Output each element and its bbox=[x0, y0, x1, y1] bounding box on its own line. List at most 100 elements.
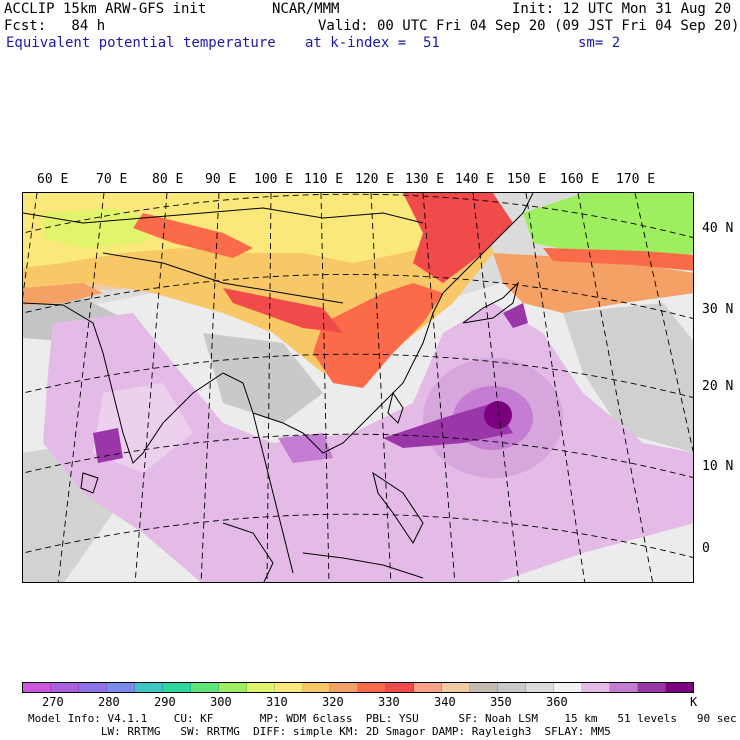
color-swatch bbox=[358, 683, 387, 692]
coastline bbox=[222, 522, 274, 582]
border bbox=[23, 207, 424, 224]
color-swatch bbox=[582, 683, 611, 692]
lon-line bbox=[472, 193, 520, 582]
color-swatch bbox=[218, 683, 247, 692]
lat-label: 40 N bbox=[702, 221, 734, 236]
cbar-tick: 350 bbox=[490, 695, 512, 709]
japan bbox=[462, 281, 519, 324]
cbar-tick: 320 bbox=[322, 695, 344, 709]
lon-label: 120 E bbox=[355, 172, 395, 187]
lat-label: 30 N bbox=[702, 302, 734, 317]
color-swatch bbox=[554, 683, 583, 692]
sri-lanka bbox=[80, 472, 99, 494]
color-swatch bbox=[470, 683, 499, 692]
lat-line-30n bbox=[23, 273, 693, 319]
cbar-tick: 280 bbox=[98, 695, 120, 709]
cbar-unit: K bbox=[690, 695, 698, 709]
coastline bbox=[222, 372, 294, 574]
color-swatch bbox=[442, 683, 471, 692]
lon-line bbox=[57, 193, 105, 582]
lon-line bbox=[422, 193, 456, 582]
color-swatch bbox=[78, 683, 107, 692]
coastline bbox=[23, 302, 224, 464]
lon-label: 70 E bbox=[96, 172, 128, 187]
orange-band bbox=[23, 283, 103, 305]
orange-band bbox=[493, 253, 693, 313]
lon-label: 90 E bbox=[205, 172, 237, 187]
lon-label: 150 E bbox=[507, 172, 547, 187]
map-canvas bbox=[23, 193, 693, 582]
color-swatch bbox=[414, 683, 443, 692]
color-swatch bbox=[50, 683, 79, 692]
cbar-tick: 300 bbox=[210, 695, 232, 709]
model-title: ACCLIP 15km ARW-GFS init bbox=[4, 1, 207, 17]
lon-label: 100 E bbox=[254, 172, 294, 187]
color-swatch bbox=[302, 683, 331, 692]
red-band bbox=[223, 288, 343, 333]
red-band bbox=[133, 213, 253, 258]
lat-line-0 bbox=[23, 513, 693, 558]
cbar-tick: 270 bbox=[42, 695, 64, 709]
valid-time: Valid: 00 UTC Fri 04 Sep 20 (09 JST Fri … bbox=[318, 18, 740, 34]
lon-label: 60 E bbox=[37, 172, 69, 187]
forecast-hour: Fcst: 84 h bbox=[4, 18, 106, 34]
typhoon-band bbox=[383, 403, 513, 448]
green-region bbox=[523, 193, 693, 263]
model-info-line2: LW: RRTMG SW: RRTMG DIFF: simple KM: 2D … bbox=[28, 725, 611, 738]
lat-line-40n bbox=[23, 193, 693, 238]
lon-line bbox=[200, 193, 220, 582]
lat-label: 20 N bbox=[702, 379, 734, 394]
cbar-tick: 340 bbox=[434, 695, 456, 709]
lon-label: 130 E bbox=[405, 172, 445, 187]
color-swatch bbox=[106, 683, 135, 692]
init-time: Init: 12 UTC Mon 31 Aug 20 bbox=[512, 1, 732, 17]
color-swatch bbox=[386, 683, 415, 692]
lon-line bbox=[23, 193, 38, 298]
lon-label: 140 E bbox=[455, 172, 495, 187]
cbar-tick: 310 bbox=[266, 695, 288, 709]
border bbox=[102, 252, 344, 304]
lon-line bbox=[577, 193, 654, 582]
purple-patch bbox=[503, 303, 528, 328]
cbar-tick: 360 bbox=[546, 695, 568, 709]
color-swatch bbox=[498, 683, 527, 692]
lat-label: 10 N bbox=[702, 459, 734, 474]
color-swatch bbox=[274, 683, 303, 692]
color-swatch bbox=[190, 683, 219, 692]
color-swatch bbox=[134, 683, 163, 692]
color-swatch bbox=[162, 683, 191, 692]
lon-line bbox=[134, 193, 168, 582]
coastline bbox=[252, 292, 444, 454]
gray-patch bbox=[563, 303, 693, 453]
graticule bbox=[23, 193, 693, 582]
theta-e-map bbox=[22, 192, 694, 583]
lon-label: 160 E bbox=[560, 172, 600, 187]
typhoon-core bbox=[484, 401, 512, 429]
color-swatch bbox=[610, 683, 638, 692]
taiwan bbox=[387, 391, 404, 424]
lon-line bbox=[370, 193, 392, 582]
lon-line bbox=[634, 193, 693, 453]
red-band bbox=[403, 193, 513, 283]
philippines bbox=[372, 471, 424, 544]
lon-label: 110 E bbox=[304, 172, 344, 187]
coastlines bbox=[23, 193, 534, 582]
coastline bbox=[442, 193, 534, 294]
lon-label: 170 E bbox=[616, 172, 656, 187]
model-info-line1: Model Info: V4.1.1 CU: KF MP: WDM 6class… bbox=[28, 712, 737, 725]
color-swatch bbox=[246, 683, 275, 692]
smoothing: sm= 2 bbox=[578, 35, 621, 51]
color-swatch bbox=[330, 683, 359, 692]
color-swatch bbox=[665, 683, 693, 692]
lat-label: 0 bbox=[702, 541, 710, 556]
coastline bbox=[302, 552, 424, 579]
level-index: at k-index = 51 bbox=[305, 35, 440, 51]
color-swatch bbox=[637, 683, 666, 692]
red-band bbox=[543, 248, 693, 271]
field-name: Equivalent potential temperature bbox=[6, 35, 276, 51]
color-swatch bbox=[23, 683, 51, 692]
yellow-green-patch bbox=[43, 208, 163, 248]
color-swatch bbox=[526, 683, 555, 692]
lon-line bbox=[320, 193, 330, 582]
lon-label: 80 E bbox=[152, 172, 184, 187]
